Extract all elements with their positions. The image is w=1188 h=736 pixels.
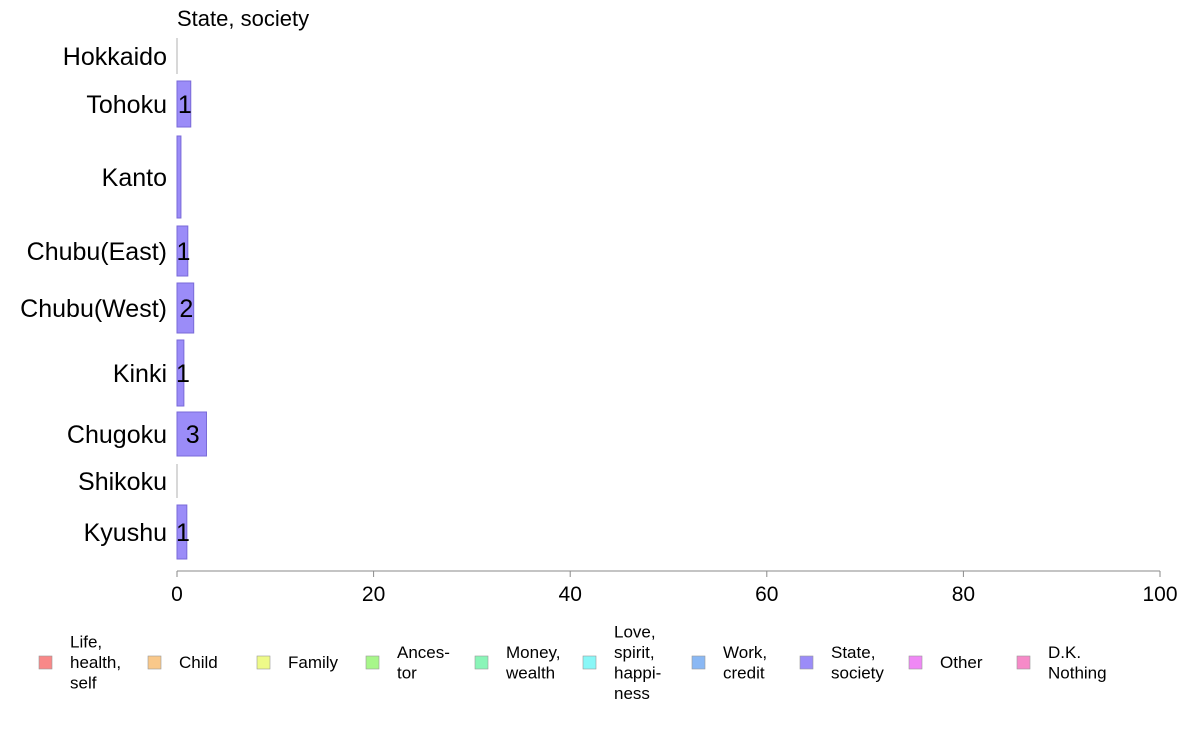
bar xyxy=(176,225,189,277)
legend-label: Family xyxy=(288,653,339,672)
category-label: Chugoku xyxy=(67,421,167,449)
x-axis: 0 20 40 60 80 100 xyxy=(171,570,1178,606)
legend-label: Ances-tor xyxy=(397,643,450,683)
data-label: 1 xyxy=(178,91,192,119)
legend-label: Life, health, self xyxy=(70,633,121,693)
category-label: Kyushu xyxy=(84,519,167,547)
category-label: Shikoku xyxy=(78,468,167,496)
category-labels: Hokkaido Tohoku Kanto Chubu(East) Chubu(West… xyxy=(20,43,167,547)
legend-swatch xyxy=(256,655,271,670)
legend-label: State, society xyxy=(831,643,884,683)
legend-swatch xyxy=(691,655,706,670)
data-label: 2 xyxy=(179,295,193,323)
bar xyxy=(176,80,192,128)
x-tick-label: 20 xyxy=(362,583,385,606)
category-label: Chubu(West) xyxy=(20,295,167,323)
x-tick-label: 80 xyxy=(952,583,975,606)
x-tick-label: 40 xyxy=(559,583,582,606)
x-tick-label: 100 xyxy=(1142,583,1177,606)
category-label: Kinki xyxy=(113,360,167,388)
legend-item: Work, credit xyxy=(691,643,767,683)
legend-item: State, society xyxy=(799,643,884,683)
category-label: Tohoku xyxy=(86,91,167,119)
legend-swatch xyxy=(147,655,162,670)
legend-item: Ances-tor xyxy=(365,643,450,683)
legend-swatch xyxy=(365,655,380,670)
x-tick-label: 60 xyxy=(755,583,778,606)
legend-swatch xyxy=(1016,655,1031,670)
legend-label: Other xyxy=(940,653,983,672)
legend-item: Love, spirit, happi-ness xyxy=(582,622,661,703)
legend-item: Money, wealth xyxy=(474,643,561,683)
data-label: 1 xyxy=(176,238,190,266)
legend-swatch xyxy=(38,655,53,670)
legend: Life, health, self Child Family Ances-tor Mone… xyxy=(38,622,1107,703)
legend-swatch xyxy=(799,655,814,670)
legend-item: D.K. Nothing xyxy=(1016,643,1107,683)
bars-group: 1 1 2 1 3 1 xyxy=(176,38,207,560)
legend-label: Child xyxy=(179,653,218,672)
legend-label: Love, spirit, happi-ness xyxy=(614,622,661,703)
legend-swatch xyxy=(582,655,597,670)
category-label: Hokkaido xyxy=(63,43,167,71)
data-label: 3 xyxy=(186,421,200,449)
bar xyxy=(176,135,182,219)
legend-label: Money, wealth xyxy=(505,643,561,683)
legend-swatch xyxy=(474,655,489,670)
bar xyxy=(176,411,207,457)
bar xyxy=(176,504,188,560)
legend-label: D.K. Nothing xyxy=(1048,643,1107,683)
data-label: 1 xyxy=(176,519,190,547)
bar xyxy=(176,282,195,334)
category-label: Chubu(East) xyxy=(27,238,167,266)
legend-label: Work, credit xyxy=(723,643,767,683)
legend-swatch xyxy=(908,655,923,670)
chart-title: State, society xyxy=(177,6,309,31)
legend-item: Life, health, self xyxy=(38,633,121,693)
data-label: 1 xyxy=(176,360,190,388)
x-tick-label: 0 xyxy=(171,583,183,606)
legend-item: Child xyxy=(147,653,218,672)
bar xyxy=(176,339,185,407)
category-label: Kanto xyxy=(102,164,167,192)
legend-item: Family xyxy=(256,653,339,672)
legend-item: Other xyxy=(908,653,983,672)
